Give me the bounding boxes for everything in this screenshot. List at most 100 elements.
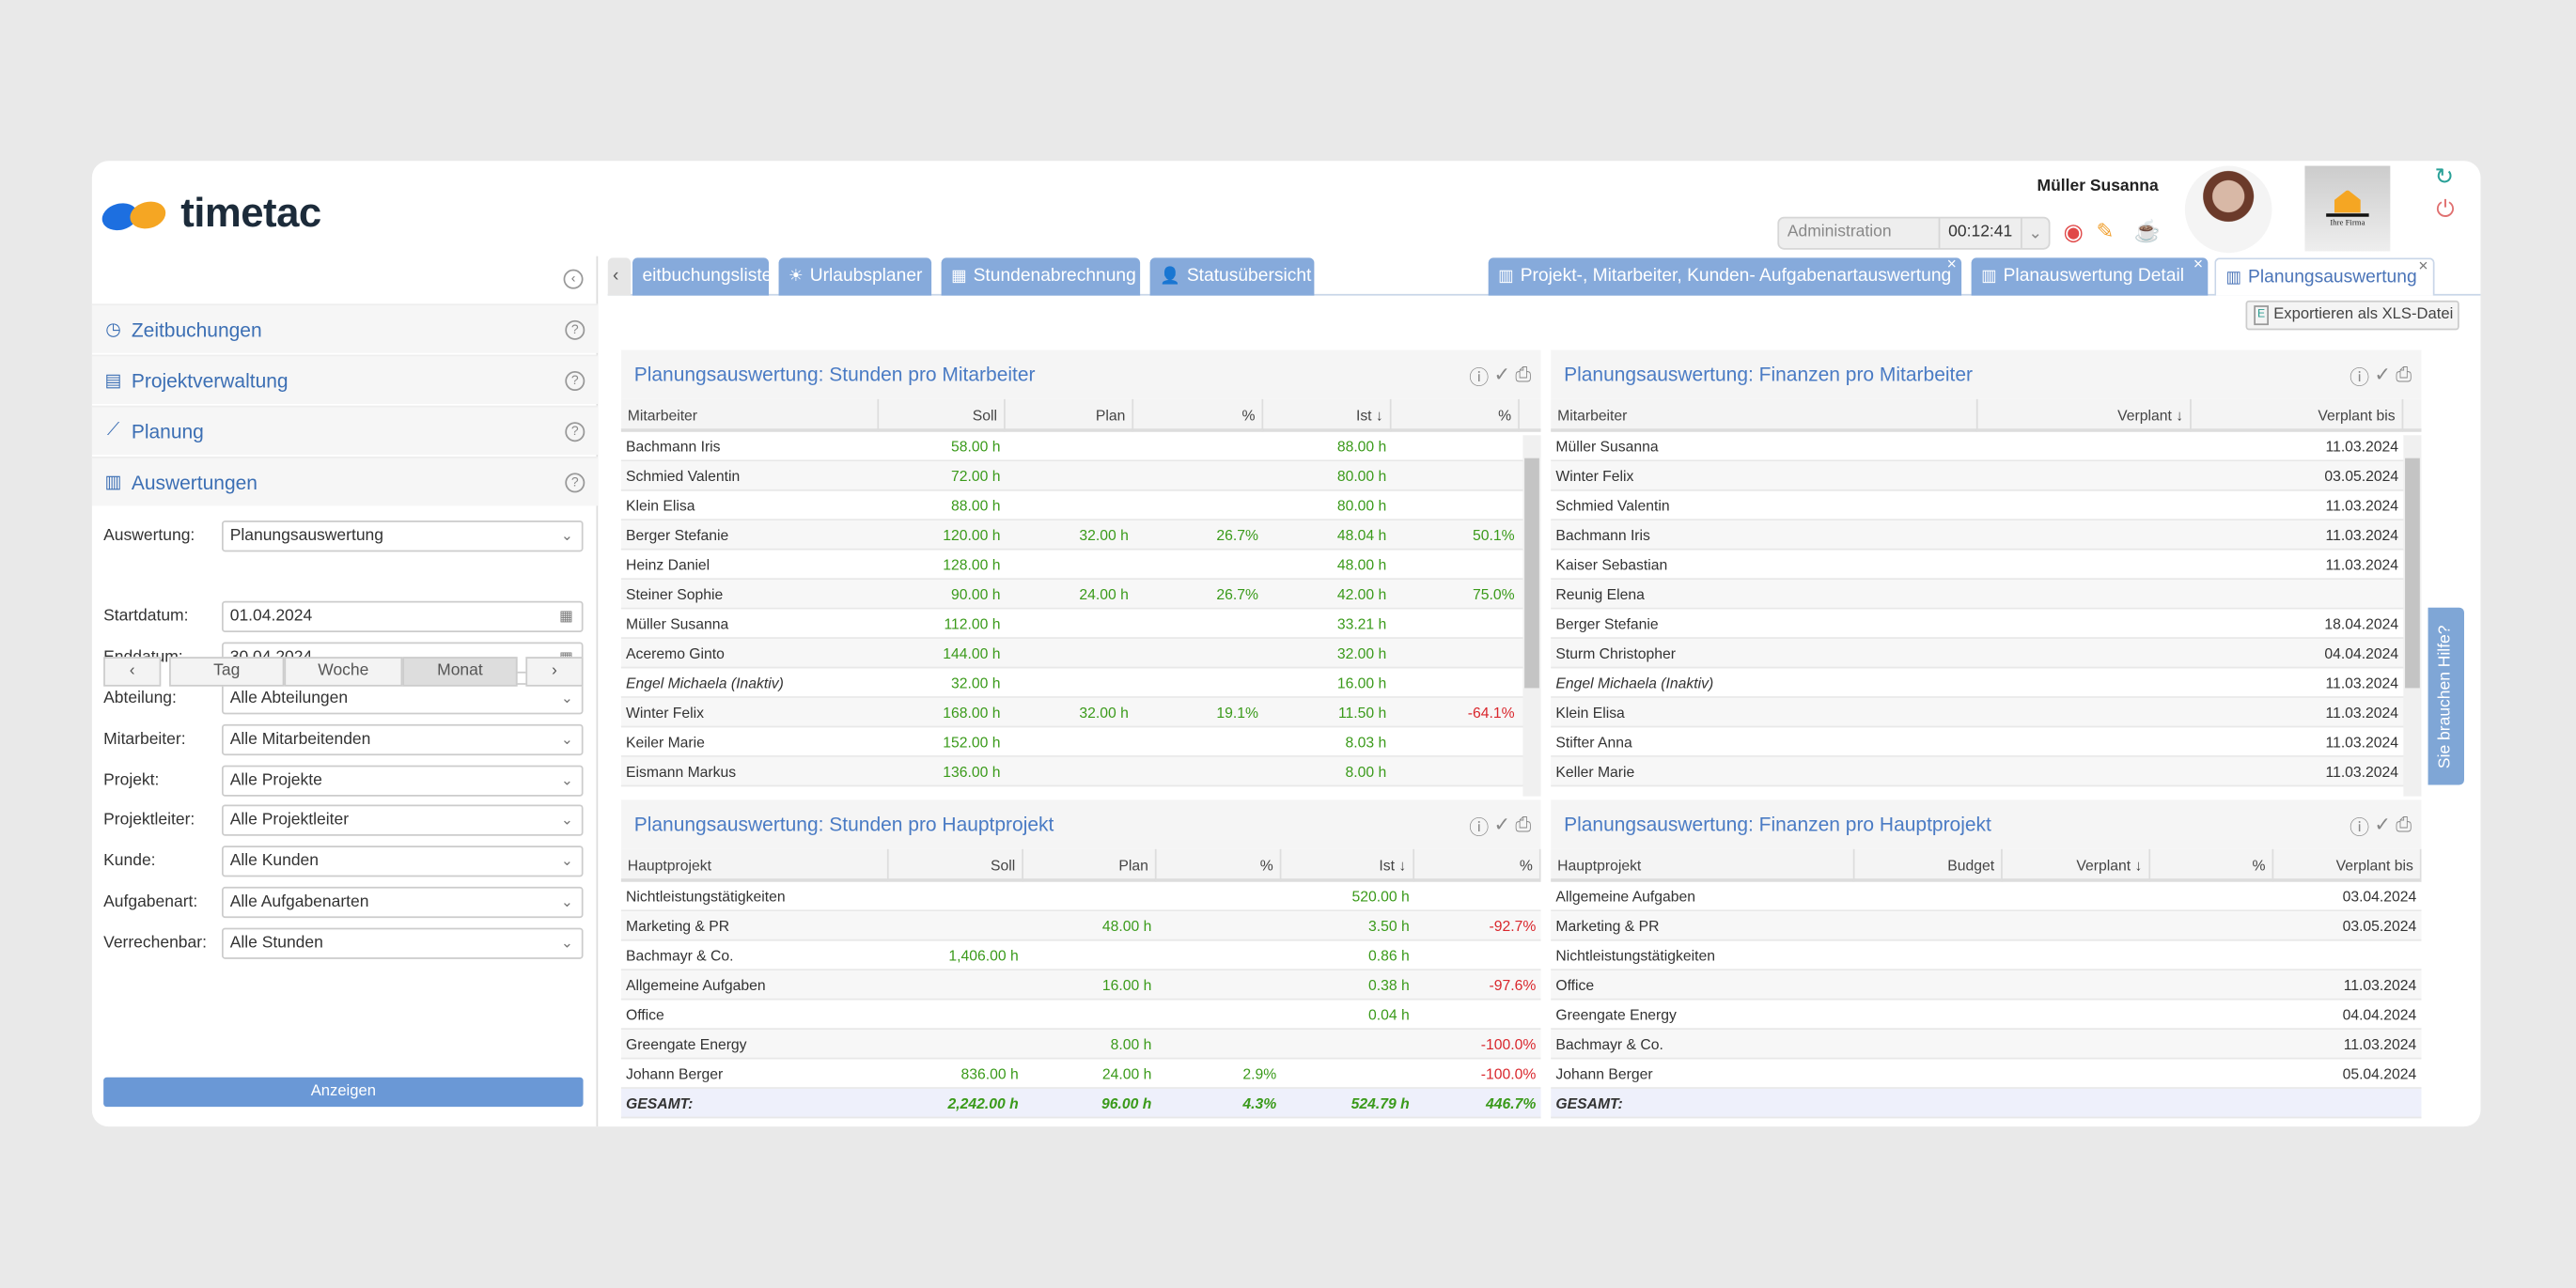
close-tab-icon[interactable]: × [1946, 257, 1957, 274]
help-icon[interactable]: ⓘ [2350, 365, 2370, 390]
sidebar-item-planung[interactable]: ⟋ Planung? [91, 405, 599, 456]
chevron-down-icon[interactable]: ⌄ [560, 527, 574, 544]
help-icon[interactable]: ⓘ [1469, 365, 1490, 390]
table-row[interactable]: Marketing & PR 03.05.2024 [1551, 911, 2422, 941]
total-row[interactable]: GESAMT: 2,242.00 h 96.00 h 4.3% 524.79 h 446.… [620, 1088, 1541, 1119]
scrollbar[interactable] [2403, 435, 2422, 797]
calendar-icon[interactable]: ▦ [559, 607, 574, 625]
check-icon[interactable]: ✓ [2374, 363, 2392, 386]
table-row[interactable]: Johann Berger 05.04.2024 [1551, 1059, 2422, 1089]
column-header[interactable]: % [1133, 398, 1264, 432]
table-row[interactable]: Schmied Valentin 72.00 h 80.00 h [620, 461, 1541, 491]
table-row[interactable]: Steiner Sophie 90.00 h 24.00 h 26.7% 42.00 h… [620, 580, 1541, 610]
filter-select[interactable]: Alle Stunden ⌄ [221, 927, 584, 959]
timetac-logo[interactable]: timetac [99, 191, 321, 239]
table-row[interactable]: Nichtleistungstätigkeiten [1551, 941, 2422, 971]
sidebar-item-projektverwaltung[interactable]: ▤ Projektverwaltung? [91, 354, 599, 405]
table-row[interactable]: Allgemeine Aufgaben 16.00 h 0.38 h -97.6% [620, 970, 1541, 1001]
help-icon[interactable]: ? [565, 318, 585, 339]
table-row[interactable]: Berger Stefanie 120.00 h 32.00 h 26.7% 48.04… [620, 520, 1541, 551]
show-button[interactable]: Anzeigen [103, 1077, 584, 1108]
column-header[interactable]: Verplant ↓ [2003, 848, 2151, 882]
avatar[interactable] [2184, 165, 2272, 254]
table-row[interactable]: Engel Michaela (Inaktiv) 11.03.2024 [1551, 668, 2422, 698]
collapse-sidebar-icon[interactable]: ‹ [563, 269, 584, 289]
chevron-down-icon[interactable]: ⌄ [560, 934, 574, 952]
filter-select[interactable]: Alle Projektleiter ⌄ [221, 804, 584, 836]
filter-select[interactable]: Alle Projekte ⌄ [221, 765, 584, 797]
column-header[interactable]: % [1157, 848, 1282, 882]
table-row[interactable]: Bachmayr & Co. 11.03.2024 [1551, 1029, 2422, 1060]
help-icon[interactable]: ⓘ [1469, 815, 1490, 840]
table-row[interactable]: Klein Elisa 11.03.2024 [1551, 697, 2422, 728]
column-header[interactable]: Soll [879, 398, 1006, 432]
close-tab-icon[interactable]: × [2193, 257, 2204, 274]
scrollbar-thumb[interactable] [2405, 458, 2420, 689]
export-xls-button[interactable]: E Exportieren als XLS-Datei [2245, 300, 2459, 331]
column-header[interactable]: % [1414, 848, 1541, 882]
filter-select[interactable]: Alle Mitarbeitenden ⌄ [221, 723, 584, 756]
table-row[interactable]: Berger Stefanie 18.04.2024 [1551, 610, 2422, 639]
stop-icon[interactable]: ◉ [2063, 218, 2084, 245]
chevron-down-icon[interactable]: ⌄ [560, 811, 574, 828]
column-header[interactable]: Ist ↓ [1281, 848, 1415, 882]
print-icon[interactable]: ⎙ [1515, 813, 1532, 836]
column-header[interactable]: Verplant ↓ [1978, 398, 2192, 432]
table-row[interactable]: Allgemeine Aufgaben 03.04.2024 [1551, 882, 2422, 912]
period-day-button[interactable]: Tag [169, 657, 285, 687]
period-week-button[interactable]: Woche [284, 657, 403, 687]
tab-urlaubsplaner[interactable]: ☀ Urlaubsplaner [778, 257, 932, 296]
period-month-button[interactable]: Monat [402, 657, 518, 687]
column-header[interactable]: % [1392, 398, 1520, 432]
chevron-down-icon[interactable]: ⌄ [560, 730, 574, 748]
tab-statusübersicht[interactable]: 👤 Statusübersicht [1149, 257, 1315, 296]
table-row[interactable]: Heinz Daniel 128.00 h 48.00 h [620, 551, 1541, 581]
table-row[interactable]: Keller Marie 11.03.2024 [1551, 756, 2422, 787]
activity-timer[interactable]: Administration 00:12:41 ⌄ [1777, 216, 2051, 250]
filter-select[interactable]: Alle Aufgabenarten ⌄ [221, 886, 584, 919]
filter-select[interactable]: Planungsauswertung ⌄ [221, 520, 584, 552]
total-row[interactable]: GESAMT: [1551, 1088, 2422, 1119]
table-row[interactable]: Greengate Energy 04.04.2024 [1551, 1001, 2422, 1030]
table-row[interactable]: Nichtleistungstätigkeiten 520.00 h [620, 882, 1541, 912]
table-row[interactable]: Sturm Christopher 04.04.2024 [1551, 638, 2422, 669]
column-header[interactable]: Mitarbeiter [621, 398, 880, 432]
check-icon[interactable]: ✓ [1493, 363, 1511, 386]
column-header[interactable]: Hauptprojekt [621, 848, 889, 882]
coffee-break-icon[interactable]: ☕ [2133, 218, 2161, 243]
print-icon[interactable]: ⎙ [2396, 813, 2412, 836]
table-row[interactable]: Kaiser Sebastian 11.03.2024 [1551, 551, 2422, 581]
column-header[interactable]: Ist ↓ [1263, 398, 1392, 432]
date-input[interactable]: 01.04.2024 ▦ [221, 600, 584, 632]
next-period-button[interactable]: › [525, 657, 584, 687]
help-icon[interactable]: ? [565, 370, 585, 391]
column-header[interactable]: Verplant bis [2192, 398, 2404, 432]
check-icon[interactable]: ✓ [1493, 813, 1511, 836]
column-header[interactable]: Soll [889, 848, 1024, 882]
help-tab[interactable]: Sie brauchen Hilfe? [2428, 607, 2464, 785]
filter-select[interactable]: Alle Kunden ⌄ [221, 846, 584, 877]
sidebar-item-auswertungen[interactable]: ▥ Auswertungen? [91, 456, 599, 506]
table-row[interactable]: Müller Susanna 11.03.2024 [1551, 432, 2422, 462]
table-row[interactable]: Schmied Valentin 11.03.2024 [1551, 491, 2422, 521]
help-icon[interactable]: ⓘ [2350, 815, 2370, 840]
chevron-down-icon[interactable]: ⌄ [560, 892, 574, 910]
table-row[interactable]: Winter Felix 03.05.2024 [1551, 461, 2422, 491]
column-header[interactable]: Plan [1006, 398, 1134, 432]
table-row[interactable]: Bachmann Iris 58.00 h 88.00 h [620, 432, 1541, 462]
table-row[interactable]: Engel Michaela (Inaktiv) 32.00 h 16.00 h [620, 668, 1541, 698]
table-row[interactable]: Bachmayr & Co. 1,406.00 h 0.86 h [620, 941, 1541, 971]
table-row[interactable]: Stifter Anna 11.03.2024 [1551, 727, 2422, 757]
filter-select[interactable]: Alle Abteilungen ⌄ [221, 683, 584, 715]
scroll-tabs-left-button[interactable]: ‹ [607, 257, 632, 296]
help-icon[interactable]: ? [565, 421, 585, 442]
print-icon[interactable]: ⎙ [2396, 363, 2412, 386]
scrollbar[interactable] [1522, 435, 1541, 797]
table-row[interactable]: Keiler Marie 152.00 h 8.03 h [620, 727, 1541, 757]
tab-eitbuchungsliste[interactable]: eitbuchungsliste [632, 257, 770, 296]
table-row[interactable]: Reunig Elena [1551, 580, 2422, 610]
tab-planauswertung-detail[interactable]: ▥ Planauswertung Detail × [1971, 257, 2209, 296]
tab-stundenabrechnung[interactable]: ▦ Stundenabrechnung [941, 257, 1141, 296]
column-header[interactable]: % [2150, 848, 2274, 882]
chevron-down-icon[interactable]: ⌄ [2028, 224, 2043, 242]
